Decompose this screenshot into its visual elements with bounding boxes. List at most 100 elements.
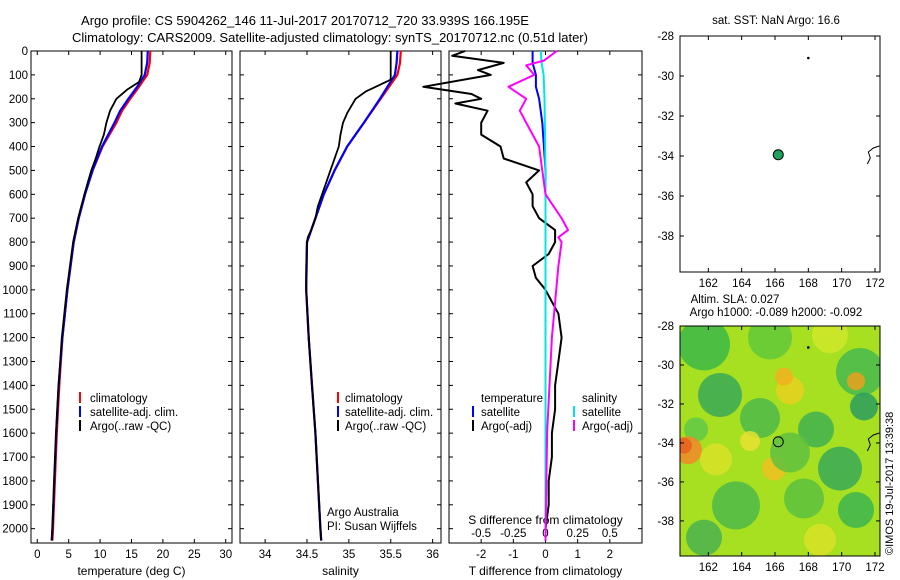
legend-label-argo: Argo(..raw -QC) xyxy=(90,421,171,433)
sla-blob xyxy=(836,348,880,396)
y-tick-label: 300 xyxy=(9,118,28,130)
figure-title-line2: Climatology: CARS2009. Satellite-adjuste… xyxy=(72,30,588,45)
x-tick-label: 2 xyxy=(607,549,613,561)
sla-blob xyxy=(740,431,760,451)
credit-line-2: PI: Susan Wijffels xyxy=(327,521,417,533)
sla-blob xyxy=(712,481,760,530)
sla-blob xyxy=(700,443,732,476)
x-tick-label: 34.5 xyxy=(296,549,318,561)
x-tick-label: 1 xyxy=(574,549,580,561)
sla-blob xyxy=(698,373,742,417)
y-tick-label: 200 xyxy=(9,94,28,106)
legend-head-temperature: temperature xyxy=(481,393,543,405)
y-tick-label: 1000 xyxy=(2,285,28,297)
x-tick-label: 170 xyxy=(832,278,851,290)
sla-blob xyxy=(784,478,824,519)
x-tick-label: 15 xyxy=(125,549,138,561)
sla-blob xyxy=(847,372,865,391)
x-tick-label: 166 xyxy=(765,278,784,290)
x-tick-label: 164 xyxy=(732,278,752,290)
legend-label-temp-argo: Argo(-adj) xyxy=(481,421,532,433)
sla-blob xyxy=(818,446,862,491)
y-tick-label: 1800 xyxy=(2,476,28,488)
figure-title-line1: Argo profile: CS 5904262_146 11-Jul-2017… xyxy=(81,13,529,28)
series-line xyxy=(422,50,563,541)
map-frame xyxy=(679,325,881,557)
series-line xyxy=(539,50,547,541)
sst-map-title: sat. SST: NaN Argo: 16.6 xyxy=(712,15,840,27)
x-tick-label: 172 xyxy=(865,278,884,290)
sla-blob xyxy=(812,326,848,354)
x-tick-label: -2 xyxy=(476,549,486,561)
y-tick-label: -36 xyxy=(657,191,674,203)
temperature-legend: climatology satellite-adj. clim. Argo(..… xyxy=(79,392,178,433)
sla-blob xyxy=(684,417,708,442)
x-tick-label: 170 xyxy=(832,562,851,574)
y-tick-label: 1700 xyxy=(2,452,28,464)
coastline xyxy=(866,432,880,452)
salinity-profile-panel: 34 34.5 35 35.5 36 salinity xyxy=(239,50,442,578)
series-line xyxy=(50,51,143,541)
x-tick-label: -1 xyxy=(508,549,518,561)
coastline xyxy=(866,145,880,165)
series-line xyxy=(305,51,392,541)
x-tick-label: 10 xyxy=(94,549,107,561)
x-tick-label: 164 xyxy=(732,562,752,574)
x2-tick-label: 0.5 xyxy=(602,528,618,540)
sla-blob xyxy=(748,326,792,360)
legend-swatch-temp-argo xyxy=(472,420,474,431)
plot-frame xyxy=(239,50,442,544)
y-tick-label: 0 xyxy=(22,46,28,58)
legend-swatch-argo xyxy=(337,420,339,431)
y-tick-label: 1900 xyxy=(2,500,28,512)
y-tick-label: 800 xyxy=(9,237,28,249)
sla-blob xyxy=(680,326,730,371)
sla-blob xyxy=(680,437,692,454)
y-tick-label: 1300 xyxy=(2,356,28,368)
argo-float-marker xyxy=(772,436,784,448)
y-tick-label: 900 xyxy=(9,261,28,273)
series-line xyxy=(507,50,569,541)
legend-label-sal-argo: Argo(-adj) xyxy=(582,421,633,433)
sla-map-panel: 162 164 166 168 170 172 -28 -30 -32 -34 -36 -38 xyxy=(657,321,884,574)
legend-label-sal-satellite: satellite xyxy=(582,407,621,419)
legend-swatch-climatology xyxy=(337,392,339,403)
reference-point-marker xyxy=(807,346,810,349)
legend-label-satellite: satellite-adj. clim. xyxy=(90,407,178,419)
difference-profile-panel: -2 -1 0 1 2-0.5 -0.25 0 0.25 0.5S difference fro… xyxy=(422,50,643,578)
y-tick-label: -28 xyxy=(657,321,674,333)
x2-tick-label: 0.25 xyxy=(566,528,588,540)
sla-blob xyxy=(850,392,878,421)
y-tick-label: 1600 xyxy=(2,428,28,440)
difference-legend: temperature salinity satellite Argo(-adj… xyxy=(472,393,633,433)
sst-map-panel: 162 164 166 168 170 172 -28 -30 -32 -34 -36 -38 xyxy=(657,31,884,290)
x-tick-label: 30 xyxy=(219,549,232,561)
sla-blob xyxy=(770,432,810,473)
x-tick-label: 168 xyxy=(799,278,818,290)
legend-label-climatology: climatology xyxy=(345,393,403,405)
x-tick-label: 35 xyxy=(342,549,355,561)
legend-swatch-temp-satellite xyxy=(472,406,474,417)
x-tick-label: 162 xyxy=(699,278,718,290)
x-axis-label: salinity xyxy=(322,564,359,578)
legend-swatch-sal-satellite xyxy=(573,406,575,417)
y-tick-label: 1400 xyxy=(2,380,28,392)
legend-swatch-sal-argo xyxy=(573,420,575,431)
credit-line-1: Argo Australia xyxy=(327,507,399,519)
x-axis-label: T difference from climatology xyxy=(469,564,623,578)
legend-swatch-climatology xyxy=(79,392,81,403)
salinity-legend: climatology satellite-adj. clim. Argo(..… xyxy=(327,392,433,533)
x-tick-label: 166 xyxy=(765,562,784,574)
y-tick-label: -28 xyxy=(657,31,674,43)
reference-point-marker xyxy=(807,56,810,60)
x-tick-label: 20 xyxy=(157,549,170,561)
map-frame xyxy=(679,35,881,273)
y-tick-label: 700 xyxy=(9,213,28,225)
x-tick-label: 5 xyxy=(65,549,71,561)
legend-head-salinity: salinity xyxy=(582,393,617,405)
legend-label-argo: Argo(..raw -QC) xyxy=(345,421,426,433)
y-tick-label: 1500 xyxy=(2,404,28,416)
temperature-profile-panel: 0100200300400500600700800900100011001200… xyxy=(2,46,233,578)
x-tick-label: 168 xyxy=(799,562,818,574)
